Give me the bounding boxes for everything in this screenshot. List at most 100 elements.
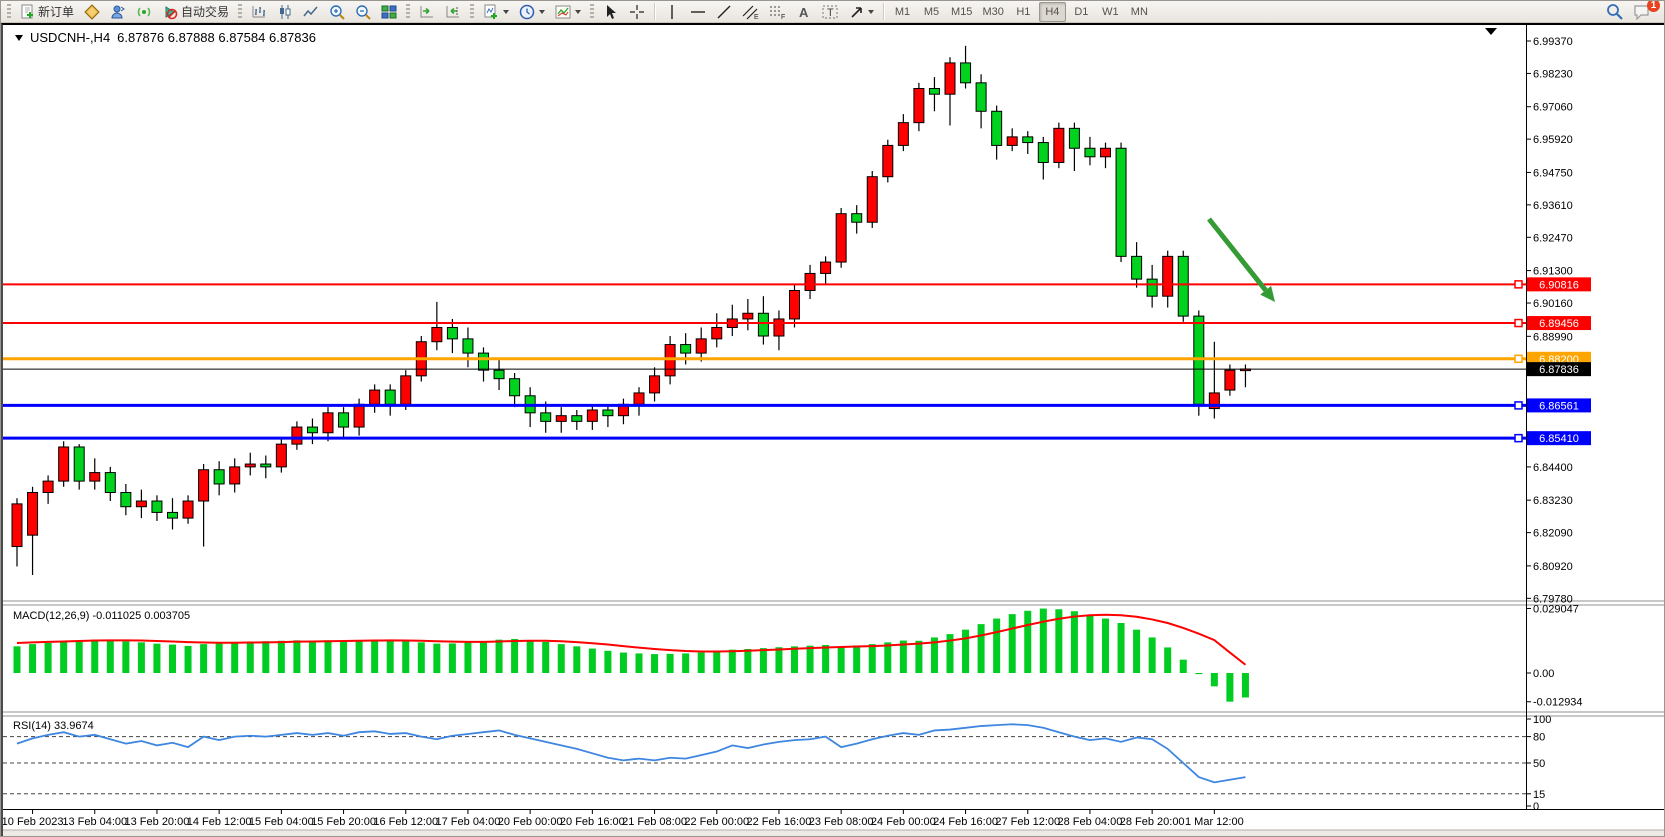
- svg-text:16 Feb 12:00: 16 Feb 12:00: [373, 816, 438, 828]
- trendline-button[interactable]: [712, 2, 736, 22]
- metaeditor-button[interactable]: [80, 2, 104, 22]
- vertical-line-icon: [671, 4, 673, 19]
- zoom-in-icon: [330, 4, 345, 20]
- chart-shift-icon: [446, 5, 460, 17]
- vertical-line-button[interactable]: [660, 2, 684, 22]
- autotrading-button[interactable]: 自动交易: [158, 2, 233, 22]
- auto-scroll-button[interactable]: [415, 2, 439, 22]
- timeframe-button-h1[interactable]: H1: [1010, 2, 1037, 22]
- timeframe-button-mn[interactable]: MN: [1126, 2, 1153, 22]
- svg-text:E: E: [754, 14, 759, 20]
- toolbar-separator: [883, 3, 885, 20]
- periods-button[interactable]: [515, 2, 549, 22]
- new-order-label: 新订单: [38, 5, 75, 19]
- svg-text:17 Feb 04:00: 17 Feb 04:00: [436, 816, 501, 828]
- cursor-button[interactable]: [599, 2, 623, 22]
- search-icon: [1607, 4, 1623, 20]
- toolbar-grip[interactable]: [238, 3, 243, 20]
- line-chart-button[interactable]: [299, 2, 323, 22]
- svg-text:15 Feb 04:00: 15 Feb 04:00: [249, 816, 314, 828]
- timeframe-group: M1 M5 M15 M30 H1 H4 D1 W1 MN: [888, 1, 1154, 22]
- svg-text:F: F: [781, 14, 785, 20]
- indicators-button[interactable]: [479, 2, 513, 22]
- auto-scroll-icon: [420, 5, 434, 17]
- svg-text:27 Feb 12:00: 27 Feb 12:00: [995, 816, 1060, 828]
- toolbar-grip[interactable]: [406, 3, 411, 20]
- horizontal-line-icon: [691, 10, 706, 13]
- zoom-in-button[interactable]: [325, 2, 349, 22]
- toolbar-grip[interactable]: [470, 3, 475, 20]
- metaeditor-icon: [84, 3, 100, 20]
- svg-text:0: 0: [1533, 801, 1539, 813]
- svg-text:13 Feb 04:00: 13 Feb 04:00: [62, 816, 127, 828]
- svg-text:6.89456: 6.89456: [1539, 318, 1579, 330]
- svg-text:6.97060: 6.97060: [1533, 102, 1573, 114]
- svg-text:20 Feb 16:00: 20 Feb 16:00: [560, 816, 625, 828]
- timeframe-button-m15[interactable]: M15: [947, 2, 976, 22]
- autotrading-icon: [165, 5, 178, 19]
- svg-text:24 Feb 16:00: 24 Feb 16:00: [933, 816, 998, 828]
- svg-text:28 Feb 04:00: 28 Feb 04:00: [1058, 816, 1123, 828]
- fibonacci-button[interactable]: F: [765, 2, 790, 22]
- chart-shift-button[interactable]: [441, 2, 465, 22]
- candlestick-button[interactable]: [273, 2, 297, 22]
- timeframe-button-d1[interactable]: D1: [1068, 2, 1095, 22]
- zoom-out-icon: [356, 4, 371, 20]
- timeframe-button-m30[interactable]: M30: [978, 2, 1007, 22]
- trendline-icon: [717, 5, 731, 18]
- crosshair-button[interactable]: [625, 2, 649, 22]
- signals-icon: [111, 5, 125, 18]
- cursor-icon: [607, 4, 617, 19]
- timeframe-button-w1[interactable]: W1: [1097, 2, 1124, 22]
- svg-text:23 Feb 08:00: 23 Feb 08:00: [809, 816, 874, 828]
- svg-text:13 Feb 20:00: 13 Feb 20:00: [125, 816, 190, 828]
- text-label-button[interactable]: T: [818, 2, 843, 22]
- new-order-button[interactable]: 新订单: [16, 2, 78, 22]
- svg-text:6.92470: 6.92470: [1533, 232, 1573, 244]
- svg-text:22 Feb 00:00: 22 Feb 00:00: [684, 816, 749, 828]
- svg-text:A: A: [799, 5, 809, 20]
- search-button[interactable]: [1602, 2, 1627, 22]
- svg-text:6.99370: 6.99370: [1533, 36, 1573, 48]
- bar-chart-button[interactable]: [247, 2, 271, 22]
- svg-text:-0.012934: -0.012934: [1533, 697, 1583, 709]
- market-button[interactable]: [132, 2, 156, 22]
- templates-button[interactable]: [551, 2, 585, 22]
- svg-text:6.83230: 6.83230: [1533, 495, 1573, 507]
- svg-text:80: 80: [1533, 732, 1545, 744]
- candlestick-icon: [280, 4, 291, 19]
- svg-text:6.90160: 6.90160: [1533, 298, 1573, 310]
- toolbar-grip[interactable]: [590, 3, 595, 20]
- chat-button[interactable]: 1: [1629, 1, 1660, 22]
- timeframe-button-m1[interactable]: M1: [889, 2, 916, 22]
- fibonacci-icon: F: [770, 6, 785, 20]
- svg-text:6.82090: 6.82090: [1533, 528, 1573, 540]
- tile-windows-button[interactable]: [377, 2, 401, 22]
- timeframe-button-m5[interactable]: M5: [918, 2, 945, 22]
- chart-canvas[interactable]: 6.908166.894566.882006.878366.865616.854…: [3, 25, 1665, 837]
- svg-text:50: 50: [1533, 758, 1545, 770]
- svg-text:6.79780: 6.79780: [1533, 593, 1573, 605]
- arrows-button[interactable]: [845, 2, 878, 22]
- zoom-out-button[interactable]: [351, 2, 375, 22]
- svg-text:6.93610: 6.93610: [1533, 200, 1573, 212]
- svg-text:6.94750: 6.94750: [1533, 167, 1573, 179]
- periods-icon: [519, 4, 535, 19]
- macd-label: MACD(12,26,9) -0.011025 0.003705: [13, 610, 191, 622]
- toolbar-grip[interactable]: [7, 3, 11, 20]
- svg-text:6.87836: 6.87836: [1539, 364, 1579, 376]
- chart-quotes: 6.87876 6.87888 6.87584 6.87836: [117, 30, 316, 45]
- svg-text:15: 15: [1533, 789, 1545, 801]
- timeframe-button-h4[interactable]: H4: [1038, 1, 1066, 22]
- svg-text:1 Mar 12:00: 1 Mar 12:00: [1185, 816, 1244, 828]
- svg-text:22 Feb 16:00: 22 Feb 16:00: [747, 816, 812, 828]
- chart-title[interactable]: USDCNH-,H4 6.87876 6.87888 6.87584 6.878…: [15, 30, 316, 45]
- templates-icon: [555, 5, 571, 18]
- indicators-icon: [484, 4, 498, 19]
- text-button[interactable]: A: [792, 2, 816, 22]
- signals-button[interactable]: [106, 2, 130, 22]
- chart-menu-icon[interactable]: [15, 34, 23, 41]
- horizontal-line-button[interactable]: [686, 2, 710, 22]
- svg-text:6.85410: 6.85410: [1539, 433, 1579, 445]
- equidistant-channel-button[interactable]: E: [738, 2, 763, 22]
